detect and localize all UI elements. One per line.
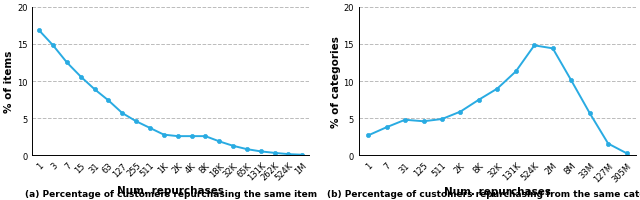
X-axis label: Num. repurchases: Num. repurchases — [444, 186, 551, 196]
Text: (a) Percentage of customers repurchasing the same item: (a) Percentage of customers repurchasing… — [25, 189, 317, 198]
X-axis label: Num. repurchases: Num. repurchases — [117, 185, 224, 195]
Text: (b) Percentage of customers repurchasing from the same category: (b) Percentage of customers repurchasing… — [326, 189, 640, 198]
Y-axis label: % of categories: % of categories — [331, 36, 340, 127]
Y-axis label: % of items: % of items — [4, 51, 14, 113]
